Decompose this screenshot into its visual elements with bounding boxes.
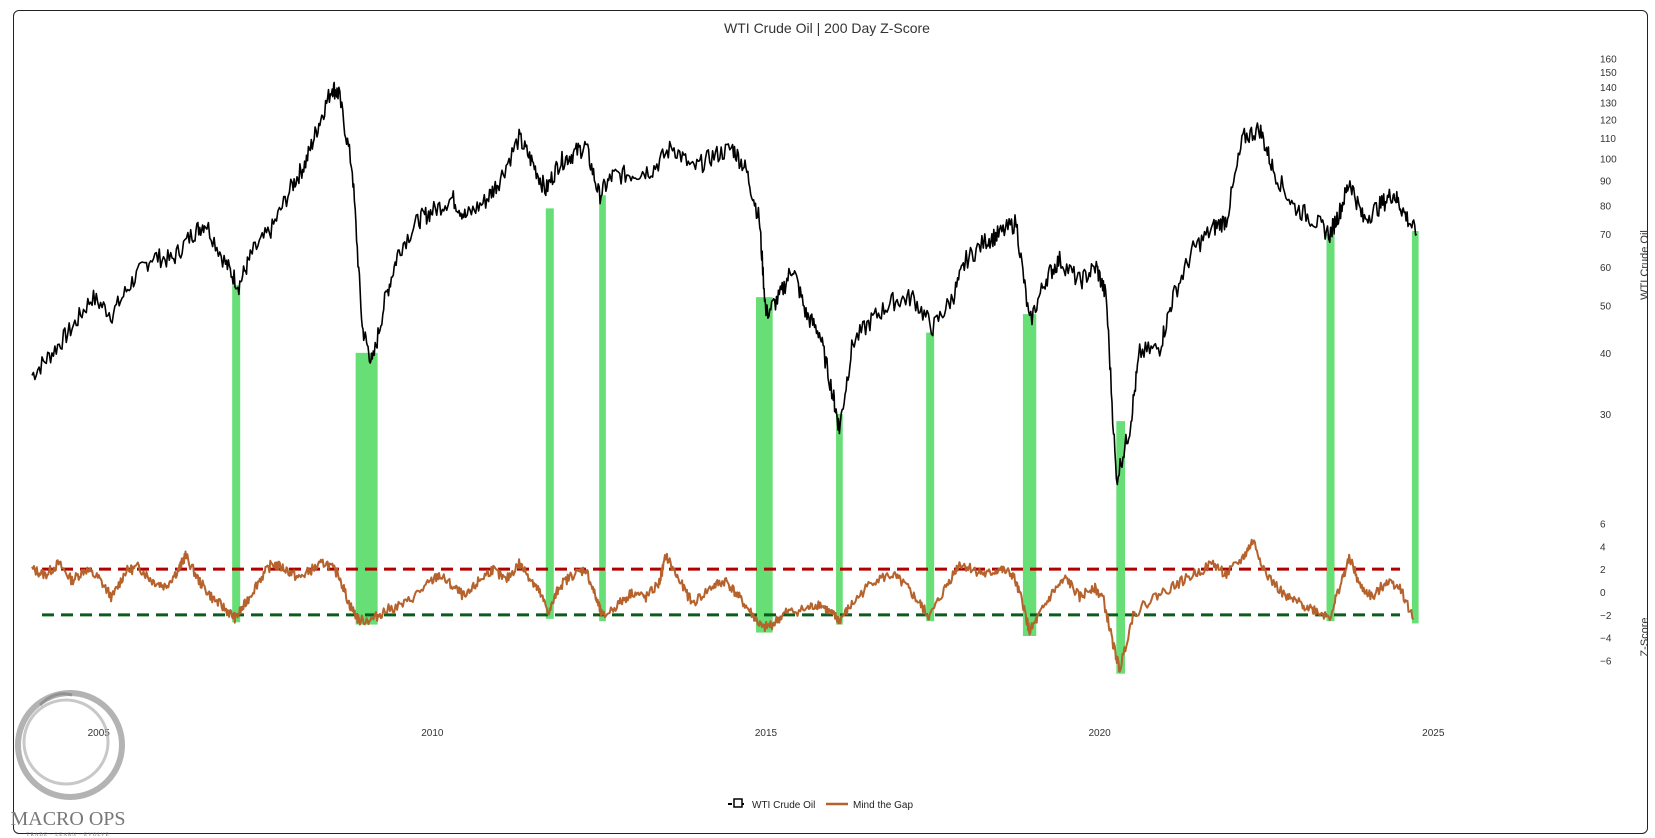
price-tick-150: 150 [1600, 68, 1617, 79]
price-series [31, 81, 1418, 486]
highlight-band-4 [755, 297, 773, 633]
x-tick-2010: 2010 [421, 728, 444, 739]
zscore-series [31, 538, 1415, 673]
highlight-band-9 [1326, 234, 1335, 622]
zscore-tick-2: 2 [1600, 565, 1606, 576]
x-tick-2015: 2015 [755, 728, 778, 739]
price-tick-110: 110 [1600, 134, 1616, 145]
zscore-tick--4: −4 [1600, 634, 1612, 645]
logo-tagline: TRADE · LEARN · EVOLVE [26, 833, 109, 838]
price-tick-140: 140 [1600, 83, 1617, 94]
highlight-band-2 [545, 208, 554, 619]
legend[interactable]: WTI Crude Oil Mind the Gap [728, 798, 913, 811]
price-tick-30: 30 [1600, 410, 1612, 421]
highlight-band-8 [1116, 421, 1125, 674]
legend-label-mind-the-gap: Mind the Gap [853, 800, 913, 811]
logo-text: MACRO OPS [10, 808, 125, 830]
price-tick-50: 50 [1600, 301, 1612, 312]
highlight-band-5 [836, 413, 843, 625]
highlight-band-3 [599, 195, 606, 622]
highlight-band-0 [232, 285, 241, 623]
zscore-tick-0: 0 [1600, 588, 1606, 599]
highlight-bands [232, 195, 1419, 674]
price-tick-100: 100 [1600, 154, 1617, 165]
x-tick-2025: 2025 [1422, 728, 1445, 739]
price-tick-120: 120 [1600, 116, 1617, 127]
zscore-tick-6: 6 [1600, 519, 1606, 530]
x-tick-2005: 2005 [88, 728, 111, 739]
highlight-band-7 [1022, 314, 1037, 636]
chart-frame [13, 10, 1648, 834]
wti-price-line [31, 81, 1418, 486]
price-tick-160: 160 [1600, 55, 1617, 66]
zscore-axis-title: Z-Score [1639, 617, 1651, 656]
zscore-tick-4: 4 [1600, 542, 1606, 553]
zscore-tick--2: −2 [1600, 611, 1612, 622]
price-tick-70: 70 [1600, 230, 1612, 241]
price-tick-60: 60 [1600, 263, 1612, 274]
x-tick-2020: 2020 [1089, 728, 1112, 739]
legend-item-mind-the-gap[interactable]: Mind the Gap [826, 800, 913, 811]
zscore-axis: 6 4 2 0 −2 −4 −6 [1600, 519, 1612, 667]
price-tick-80: 80 [1600, 202, 1612, 213]
x-axis: 2005 2010 2015 2020 2025 [88, 728, 1445, 739]
highlight-band-1 [355, 352, 378, 625]
threshold-lines [42, 567, 1400, 617]
chart-title: WTI Crude Oil | 200 Day Z-Score [724, 20, 930, 36]
zscore-tick--6: −6 [1600, 657, 1612, 668]
highlight-band-10 [1411, 231, 1419, 624]
price-axis: 30 40 50 60 70 80 90 100 110 120 130 140 150 160 [1600, 55, 1617, 421]
highlight-band-6 [926, 332, 935, 622]
price-tick-130: 130 [1600, 99, 1617, 110]
price-tick-90: 90 [1600, 177, 1612, 188]
price-axis-title: WTI Crude Oil [1639, 230, 1651, 300]
logo-swirl-icon [15, 690, 125, 800]
legend-label-wti: WTI Crude Oil [752, 800, 815, 811]
mind-the-gap-line [31, 538, 1415, 673]
price-tick-40: 40 [1600, 349, 1612, 360]
macro-ops-logo: MACRO OPS TRADE · LEARN · EVOLVE [10, 690, 126, 838]
legend-item-wti[interactable]: WTI Crude Oil [728, 798, 815, 811]
legend-swatch-icon [733, 798, 743, 808]
